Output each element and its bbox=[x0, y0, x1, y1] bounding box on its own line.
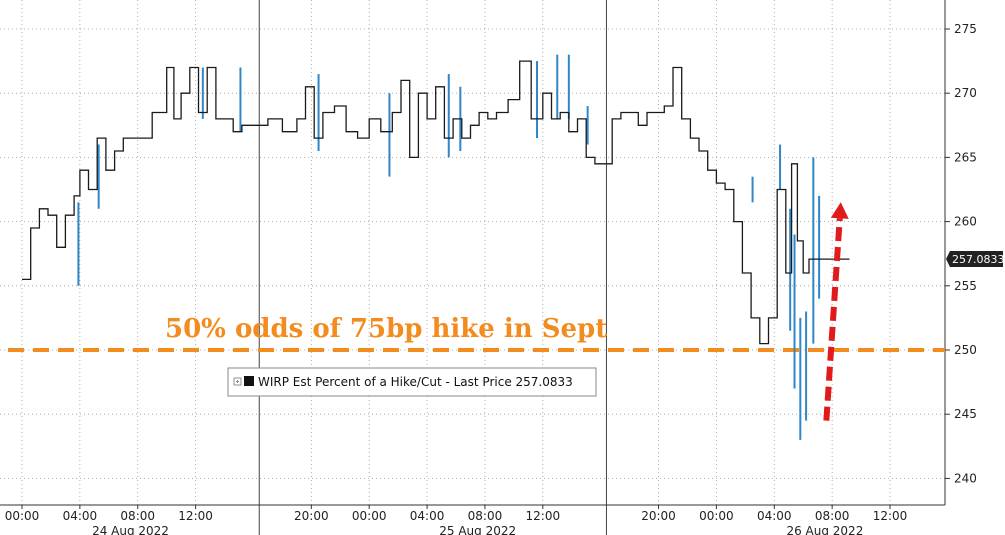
date-labels: 24 Aug 2022 25 Aug 2022 26 Aug 2022 bbox=[92, 524, 863, 535]
series-spikes bbox=[77, 54, 821, 440]
x-tick-label: 12:00 bbox=[526, 509, 561, 523]
gridlines bbox=[0, 0, 945, 505]
day-dividers bbox=[258, 0, 607, 535]
x-tick-label: 12:00 bbox=[178, 509, 213, 523]
date-label: 25 Aug 2022 bbox=[439, 524, 516, 535]
x-tick-label: 12:00 bbox=[873, 509, 908, 523]
y-tick-label: 240 bbox=[954, 471, 977, 485]
y-tick-label: 275 bbox=[954, 22, 977, 36]
x-tick-label: 08:00 bbox=[468, 509, 503, 523]
x-tick-label: 00:00 bbox=[699, 509, 734, 523]
arrow-shaft bbox=[823, 218, 843, 421]
y-tick-label: 270 bbox=[954, 86, 977, 100]
x-tick-label: 20:00 bbox=[641, 509, 676, 523]
y-tick-label: 250 bbox=[954, 343, 977, 357]
x-tick-label: 04:00 bbox=[63, 509, 98, 523]
x-tick-label: 08:00 bbox=[815, 509, 850, 523]
y-axis-ticks: 240 245 250 255 260 265 270 275 bbox=[945, 22, 977, 485]
legend-swatch-icon bbox=[244, 376, 254, 386]
date-label: 24 Aug 2022 bbox=[92, 524, 169, 535]
plot-background bbox=[0, 0, 945, 505]
series-line bbox=[22, 60, 850, 345]
y-tick-label: 255 bbox=[954, 279, 977, 293]
x-tick-label: 00:00 bbox=[5, 509, 40, 523]
y-tick-label: 265 bbox=[954, 150, 977, 164]
last-price-value: 257.0833 bbox=[952, 253, 1005, 266]
x-tick-label: 04:00 bbox=[757, 509, 792, 523]
x-tick-label: 20:00 bbox=[294, 509, 329, 523]
last-price-tag: 257.0833 bbox=[946, 251, 1005, 268]
x-axis-ticks: 00:00 04:00 08:00 12:00 20:00 00:00 04:00 08:00… bbox=[5, 505, 908, 523]
odds-annotation: 50% odds of 75bp hike in Sept bbox=[165, 314, 607, 344]
y-tick-label: 245 bbox=[954, 407, 977, 421]
x-tick-label: 00:00 bbox=[352, 509, 387, 523]
rebound-arrow bbox=[823, 202, 849, 421]
arrow-head bbox=[830, 202, 849, 219]
date-label: 26 Aug 2022 bbox=[786, 524, 863, 535]
y-tick-label: 260 bbox=[954, 215, 977, 229]
x-tick-label: 08:00 bbox=[120, 509, 155, 523]
legend-label: WIRP Est Percent of a Hike/Cut - Last Pr… bbox=[258, 375, 573, 389]
legend-box: WIRP Est Percent of a Hike/Cut - Last Pr… bbox=[227, 367, 597, 397]
x-tick-label: 04:00 bbox=[410, 509, 445, 523]
